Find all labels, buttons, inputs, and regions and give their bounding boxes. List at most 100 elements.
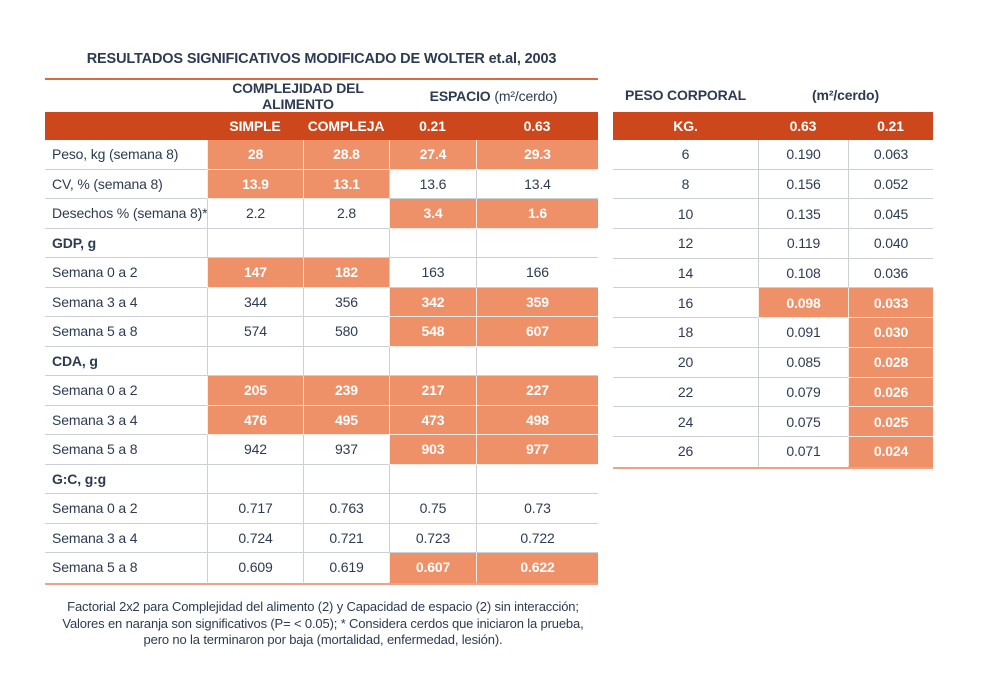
data-cell	[389, 346, 476, 376]
row-label: Semana 5 a 8	[45, 553, 207, 583]
data-cell: 0.071	[758, 436, 848, 467]
data-cell-significant: 182	[303, 258, 389, 288]
data-cell-significant: 239	[303, 376, 389, 406]
data-cell-significant: 0.024	[848, 436, 933, 467]
data-cell-significant: 0.026	[848, 377, 933, 408]
data-cell: 13.6	[389, 169, 476, 199]
data-cell: 0.091	[758, 318, 848, 348]
data-cell: 0.063	[848, 140, 933, 170]
data-cell: 0.119	[758, 229, 848, 259]
row-label: Semana 5 a 8	[45, 317, 207, 347]
right-table-group-header-row: PESO CORPORAL (m²/cerdo)	[613, 78, 933, 112]
table-row: 10 0.135 0.045	[613, 199, 933, 230]
group-header-m2-cerdo: (m²/cerdo)	[812, 87, 879, 103]
footnote-line-1: Factorial 2x2 para Complejidad del alime…	[67, 599, 579, 614]
left-table-body: Peso, kg (semana 8) 28 28.8 27.4 29.3 CV, % (…	[45, 140, 598, 583]
row-label: Semana 3 a 4	[45, 523, 207, 553]
data-cell-significant: 0.098	[758, 288, 848, 319]
table-row: Semana 0 a 2 205 239 217 227	[45, 376, 598, 406]
data-cell	[303, 228, 389, 258]
row-label: Desechos % (semana 8)*	[45, 199, 207, 229]
row-label: Semana 5 a 8	[45, 435, 207, 465]
data-cell: 580	[303, 317, 389, 347]
data-cell: 0.045	[848, 199, 933, 230]
table-row: 22 0.079 0.026	[613, 377, 933, 408]
table-row: Semana 5 a 8 574 580 548 607	[45, 317, 598, 347]
data-cell-significant: 1.6	[476, 199, 598, 229]
data-cell: 0.722	[476, 523, 598, 553]
data-cell: 0.135	[758, 199, 848, 230]
data-cell: 0.190	[758, 140, 848, 170]
table-row: Semana 3 a 4 344 356 342 359	[45, 287, 598, 317]
data-cell-significant: 548	[389, 317, 476, 347]
data-cell-significant: 0.622	[476, 553, 598, 583]
data-cell-significant: 476	[207, 405, 303, 435]
data-cell-significant: 903	[389, 435, 476, 465]
data-cell-significant: 13.1	[303, 169, 389, 199]
right-table-column-header-row: KG. 0.63 0.21	[613, 112, 933, 140]
row-label: 22	[613, 377, 758, 408]
table-row: 6 0.190 0.063	[613, 140, 933, 170]
row-label: CDA, g	[45, 346, 207, 376]
footnote-line-3: pero no la terminaron por baja (mortalid…	[143, 632, 503, 647]
footnote-line-2: Valores en naranja son significativos (P…	[62, 615, 584, 631]
data-cell: 0.724	[207, 523, 303, 553]
data-cell: 942	[207, 435, 303, 465]
data-cell-significant: 227	[476, 376, 598, 406]
data-cell: 0.085	[758, 347, 848, 378]
data-cell-significant: 3.4	[389, 199, 476, 229]
group-header-peso-corporal: PESO CORPORAL	[625, 87, 746, 103]
page-title: RESULTADOS SIGNIFICATIVOS MODIFICADO DE …	[86, 51, 557, 67]
group-header-complejidad: COMPLEJIDAD DEL ALIMENTO	[232, 80, 364, 112]
row-label: G:C, g:g	[45, 464, 207, 494]
data-cell-significant: 27.4	[389, 140, 476, 170]
data-cell-significant: 0.030	[848, 318, 933, 348]
data-cell: 0.717	[207, 494, 303, 524]
data-cell: 0.75	[389, 494, 476, 524]
column-header-063: 0.63	[523, 118, 551, 134]
row-label: 26	[613, 436, 758, 467]
data-cell: 0.040	[848, 229, 933, 259]
table-row: 14 0.108 0.036	[613, 258, 933, 289]
data-cell: 2.2	[207, 199, 303, 229]
data-cell	[476, 346, 598, 376]
table-row: Semana 0 a 2 147 182 163 166	[45, 258, 598, 288]
table-row: Desechos % (semana 8)* 2.2 2.8 3.4 1.6	[45, 199, 598, 229]
row-label: Semana 3 a 4	[45, 287, 207, 317]
data-cell: 0.075	[758, 407, 848, 437]
table-row: 12 0.119 0.040	[613, 229, 933, 259]
table-row: CV, % (semana 8) 13.9 13.1 13.6 13.4	[45, 169, 598, 199]
table-row: GDP, g	[45, 228, 598, 258]
data-cell	[303, 346, 389, 376]
table-row: Semana 5 a 8 0.609 0.619 0.607 0.622	[45, 553, 598, 583]
data-cell	[476, 464, 598, 494]
data-cell: 0.052	[848, 169, 933, 200]
data-cell: 356	[303, 287, 389, 317]
espacio-unit: (m²/cerdo)	[494, 88, 558, 104]
left-results-table: COMPLEJIDAD DEL ALIMENTO ESPACIO (m²/cer…	[45, 78, 598, 585]
row-label: Peso, kg (semana 8)	[45, 140, 207, 170]
data-cell-significant: 28.8	[303, 140, 389, 170]
row-label: 16	[613, 288, 758, 319]
table-row: Semana 5 a 8 942 937 903 977	[45, 435, 598, 465]
data-cell-significant: 977	[476, 435, 598, 465]
data-cell-significant: 147	[207, 258, 303, 288]
data-cell-significant: 217	[389, 376, 476, 406]
row-label: Semana 0 a 2	[45, 494, 207, 524]
data-cell-significant: 495	[303, 405, 389, 435]
data-cell: 344	[207, 287, 303, 317]
data-cell: 574	[207, 317, 303, 347]
row-label: GDP, g	[45, 228, 207, 258]
data-cell: 937	[303, 435, 389, 465]
table-row: Semana 3 a 4 476 495 473 498	[45, 405, 598, 435]
table-row: Semana 3 a 4 0.724 0.721 0.723 0.722	[45, 523, 598, 553]
data-cell: 0.763	[303, 494, 389, 524]
data-cell: 0.156	[758, 169, 848, 200]
row-label: Semana 3 a 4	[45, 405, 207, 435]
table-row: Peso, kg (semana 8) 28 28.8 27.4 29.3	[45, 140, 598, 170]
table-row: 18 0.091 0.030	[613, 318, 933, 348]
data-cell-significant: 29.3	[476, 140, 598, 170]
footnote: Factorial 2x2 para Complejidad del alime…	[0, 599, 646, 649]
table-row: 24 0.075 0.025	[613, 407, 933, 437]
row-label: CV, % (semana 8)	[45, 169, 207, 199]
